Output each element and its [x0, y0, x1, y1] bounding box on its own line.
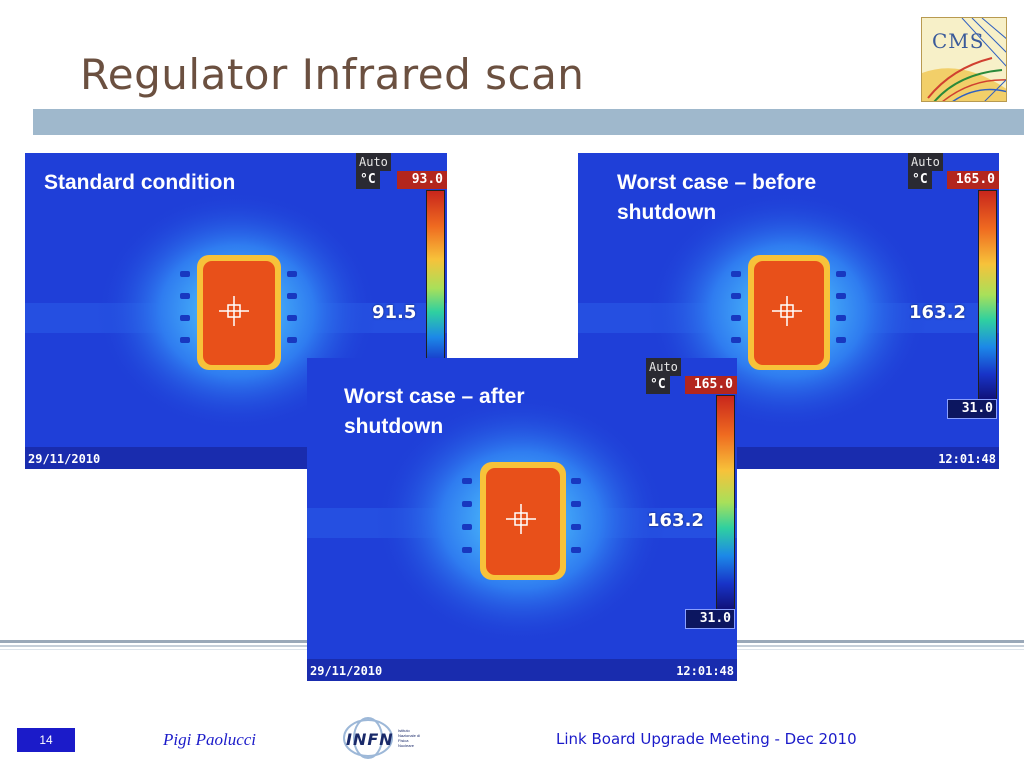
- spot-temperature-reading: 163.2: [909, 302, 966, 323]
- title-underline-bar: [33, 109, 1024, 135]
- thermal-image-standard: Standard condition Auto °C 93.0 91.5 29/…: [25, 153, 447, 469]
- temperature-unit: °C: [646, 376, 670, 394]
- capture-date: 29/11/2010: [310, 664, 383, 678]
- thermal-heatmap: [25, 153, 447, 469]
- capture-time: 12:01:48: [938, 452, 996, 466]
- author-name: Pigi Paolucci: [163, 730, 257, 749]
- auto-mode-label: Auto: [646, 358, 681, 376]
- image-caption: Worst case – after shutdown: [344, 385, 525, 438]
- temperature-unit: °C: [356, 171, 380, 189]
- auto-mode-label: Auto: [356, 153, 391, 171]
- temperature-unit: °C: [908, 171, 932, 189]
- capture-date: 29/11/2010: [28, 452, 101, 466]
- auto-mode-label: Auto: [908, 153, 943, 171]
- color-scale-bar: [716, 395, 735, 610]
- slide-title: Regulator Infrared scan: [80, 50, 585, 99]
- thermal-heatmap: [307, 358, 737, 681]
- image-caption: Worst case – before shutdown: [617, 171, 817, 224]
- infn-logo-subtext: Istituto Nazionale di Fisica Nucleare: [398, 728, 421, 748]
- image-footer-strip: [307, 659, 737, 681]
- spot-temperature-reading: 91.5: [372, 302, 417, 323]
- infn-logo: INFN Istituto Nazionale di Fisica Nuclea…: [340, 716, 420, 764]
- color-scale-bar: [978, 190, 997, 400]
- scale-max-value: 165.0: [947, 171, 999, 189]
- image-caption: Standard condition: [44, 171, 236, 194]
- infn-logo-text: INFN: [346, 730, 394, 749]
- scale-max-value: 93.0: [397, 171, 447, 189]
- capture-time: 12:01:48: [676, 664, 734, 678]
- meeting-title: Link Board Upgrade Meeting - Dec 2010: [556, 730, 857, 748]
- scale-max-value: 165.0: [685, 376, 737, 394]
- page-number: 14: [17, 728, 75, 752]
- cms-logo: CMS: [921, 17, 1007, 102]
- scale-min-value: 31.0: [685, 609, 735, 629]
- scale-min-value: 31.0: [947, 399, 997, 419]
- cms-logo-text: CMS: [932, 29, 985, 53]
- thermal-image-after-shutdown: Worst case – after shutdown Auto °C 165.…: [307, 358, 737, 681]
- spot-temperature-reading: 163.2: [647, 510, 704, 531]
